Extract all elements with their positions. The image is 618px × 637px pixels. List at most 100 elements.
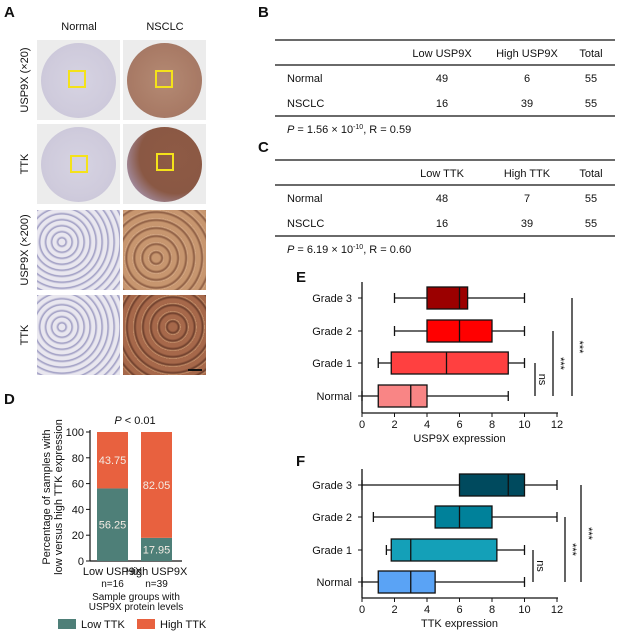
group-n: n=16 <box>101 579 124 590</box>
row-label: USP9X (×20) <box>19 47 31 112</box>
y-axis-label: low versus high TTK expression <box>53 419 65 575</box>
column-label-normal: Normal <box>61 21 96 33</box>
x-tick-label: 0 <box>359 419 365 431</box>
significance-label: *** <box>582 527 594 541</box>
roi-box <box>155 70 173 88</box>
table-cell: 7 <box>524 193 530 205</box>
x-tick-label: 4 <box>424 604 430 616</box>
row-label: Normal <box>287 73 322 85</box>
panel-label-c: C <box>258 139 269 156</box>
p-symbol: P <box>287 124 295 136</box>
row-label: TTK <box>19 324 31 345</box>
category-label: Normal <box>317 391 352 403</box>
x-tick-label: 0 <box>359 604 365 616</box>
chart-e: 0 2 4 6 8 10 12 USP9X expression Grade 3 Grade 2 G… <box>312 282 585 445</box>
box <box>390 351 509 375</box>
r-value: , R = 0.60 <box>363 244 411 256</box>
category-label: Grade 3 <box>312 480 352 492</box>
row-label: TTK <box>19 153 31 174</box>
significance-label: *** <box>554 357 566 371</box>
contingency-tables: Low USP9X High USP9X Total Normal 49 6 55 NSCLC… <box>275 39 615 256</box>
table-header: Total <box>579 48 602 60</box>
statistics-text: P = 1.56 × 10-10, R = 0.59 <box>287 124 411 136</box>
legend-swatch <box>137 619 155 629</box>
category-label: Normal <box>317 577 352 589</box>
data-label: 17.95 <box>143 544 171 556</box>
y-tick-label: 100 <box>66 427 84 439</box>
significance-label: ns <box>536 374 548 386</box>
category-label: Grade 2 <box>312 512 352 524</box>
table-cell: 55 <box>585 73 597 85</box>
legend-label: High TTK <box>160 619 207 631</box>
x-axis-label: Sample groups with <box>92 592 180 603</box>
ihc-normal-ttk-200x <box>37 295 120 375</box>
table-cell: 39 <box>521 218 533 230</box>
box <box>458 473 526 497</box>
p-symbol: P <box>114 415 122 427</box>
p-exponent: -10 <box>353 244 363 251</box>
x-tick-label: 12 <box>551 604 563 616</box>
ihc-nsclc-usp9x-200x <box>123 210 206 290</box>
y-tick-label: 40 <box>72 504 84 516</box>
x-tick-label: 4 <box>424 419 430 431</box>
p-value: < 0.01 <box>122 415 156 427</box>
x-tick-label: 6 <box>456 604 462 616</box>
p-symbol: P <box>287 244 295 256</box>
p-value: = 1.56 × 10 <box>294 124 353 136</box>
table-header: High TTK <box>504 168 551 180</box>
x-tick-label: High USP9X <box>126 566 188 578</box>
category-label: Grade 2 <box>312 326 352 338</box>
group-n: n=39 <box>145 579 168 590</box>
ihc-nsclc-usp9x-20x <box>123 40 206 120</box>
significance-label: ns <box>534 560 546 572</box>
table-header: Low TTK <box>420 168 464 180</box>
ihc-nsclc-ttk-200x <box>123 295 206 375</box>
box <box>426 286 469 310</box>
roi-box <box>156 153 174 171</box>
r-value: , R = 0.59 <box>363 124 411 136</box>
significance-label: *** <box>566 543 578 557</box>
column-label-nsclc: NSCLC <box>146 21 183 33</box>
scale-bar <box>188 369 202 371</box>
data-label: 56.25 <box>99 520 127 532</box>
table-cell: 55 <box>585 193 597 205</box>
y-axis-label: Percentage of samples with <box>41 429 53 564</box>
statistics-text: P = 6.19 × 10-10, R = 0.60 <box>287 244 411 256</box>
table-cell: 49 <box>436 73 448 85</box>
p-exponent: -10 <box>353 124 363 131</box>
category-label: Grade 3 <box>312 293 352 305</box>
bar-segment-high-ttk <box>97 432 128 489</box>
panel-label-e: E <box>296 269 306 286</box>
panel-label-f: F <box>296 453 305 470</box>
row-label: USP9X (×200) <box>19 214 31 285</box>
roi-box <box>70 155 88 173</box>
table-header: High USP9X <box>496 48 558 60</box>
x-tick-label: 8 <box>489 419 495 431</box>
bar-segment-low-ttk <box>97 488 128 561</box>
y-tick-label: 60 <box>72 479 84 491</box>
x-tick-label: Low USP9X <box>83 566 143 578</box>
y-tick-label: 0 <box>78 556 84 568</box>
x-axis-label: USP9X protein levels <box>89 602 184 613</box>
row-label: NSCLC <box>287 218 324 230</box>
x-axis-label: TTK expression <box>421 618 498 630</box>
x-tick-label: 10 <box>518 419 530 431</box>
significance-label: *** <box>573 341 585 355</box>
y-tick-label: 20 <box>72 530 84 542</box>
box <box>390 538 498 562</box>
table-cell: 6 <box>524 73 530 85</box>
ihc-normal-usp9x-20x <box>37 40 120 120</box>
table-cell: 16 <box>436 98 448 110</box>
table-header: Low USP9X <box>412 48 472 60</box>
box <box>377 570 436 594</box>
roi-box <box>68 70 86 88</box>
x-tick-label: 2 <box>391 419 397 431</box>
data-label: 82.05 <box>143 480 171 492</box>
table-cell: 48 <box>436 193 448 205</box>
y-tick-label: 80 <box>72 453 84 465</box>
x-tick-label: 12 <box>551 419 563 431</box>
x-tick-label: 6 <box>456 419 462 431</box>
bar-segment-low-ttk <box>141 537 172 561</box>
table-cell: 16 <box>436 218 448 230</box>
